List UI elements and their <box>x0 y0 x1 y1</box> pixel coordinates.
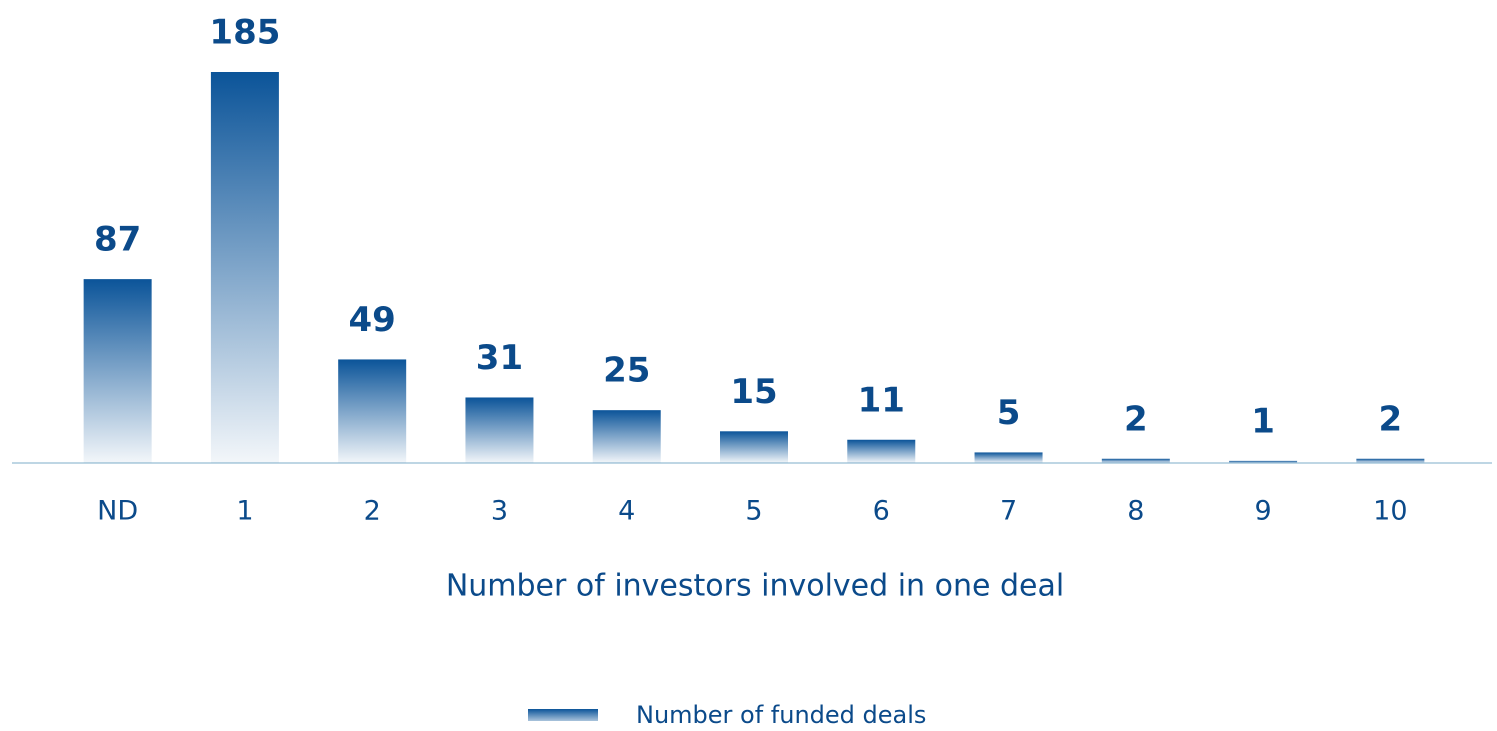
x-tick-label: 8 <box>1127 496 1144 527</box>
value-label: 31 <box>476 338 523 378</box>
bar <box>210 72 279 463</box>
x-tick-label: 9 <box>1254 496 1271 527</box>
value-label: 5 <box>997 393 1021 433</box>
bar <box>83 279 152 463</box>
bar <box>465 397 534 463</box>
bar <box>1229 460 1298 463</box>
x-tick-label: 6 <box>873 496 890 527</box>
x-tick-label: 10 <box>1373 496 1407 527</box>
x-tick-label: 3 <box>491 496 508 527</box>
bar <box>592 410 661 463</box>
bar <box>720 431 788 463</box>
value-label: 2 <box>1379 399 1403 439</box>
x-tick-label: ND <box>97 496 138 527</box>
value-label: 15 <box>730 372 777 412</box>
x-tick-label: 2 <box>364 496 381 527</box>
value-label: 1 <box>1251 401 1275 441</box>
bar <box>1101 458 1170 463</box>
bar <box>338 359 407 463</box>
legend-label: Number of funded deals <box>636 701 926 729</box>
x-tick-label: 4 <box>618 496 635 527</box>
value-label: 87 <box>94 220 141 260</box>
bar <box>1356 458 1425 463</box>
x-axis-title: Number of investors involved in one deal <box>446 569 1064 604</box>
value-label: 25 <box>603 351 650 391</box>
x-tick-label: 7 <box>1000 496 1017 527</box>
bar <box>847 439 916 463</box>
x-tick-label: 5 <box>745 496 762 527</box>
value-label: 11 <box>858 380 905 420</box>
bar <box>974 452 1043 463</box>
legend-swatch <box>528 709 598 721</box>
x-tick-label: 1 <box>236 496 253 527</box>
value-label: 49 <box>349 300 396 340</box>
value-label: 2 <box>1124 399 1148 439</box>
value-label: 185 <box>209 13 280 53</box>
